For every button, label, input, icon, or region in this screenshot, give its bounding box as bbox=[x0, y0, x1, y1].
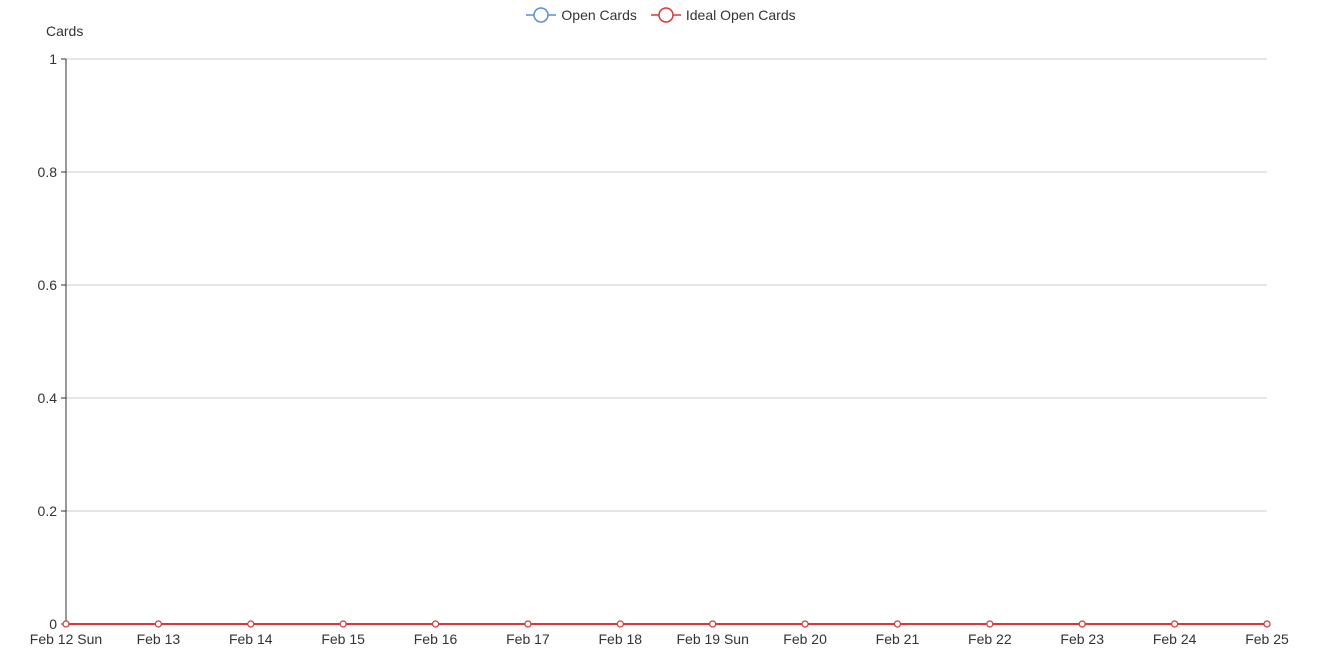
x-tick-label: Feb 16 bbox=[414, 631, 458, 647]
y-tick-label: 0 bbox=[49, 616, 57, 632]
y-tick-label: 0.8 bbox=[38, 164, 58, 180]
x-tick-label: Feb 25 bbox=[1245, 631, 1289, 647]
chart-legend: Open Cards Ideal Open Cards bbox=[0, 5, 1322, 25]
x-tick-label: Feb 23 bbox=[1060, 631, 1104, 647]
legend-item-ideal-open-cards[interactable]: Ideal Open Cards bbox=[650, 5, 796, 25]
y-tick-label: 1 bbox=[49, 51, 57, 67]
data-point-ideal-open-cards[interactable] bbox=[154, 620, 162, 628]
legend-swatch-ideal-open-cards bbox=[650, 7, 681, 23]
x-tick-label: Feb 14 bbox=[229, 631, 273, 647]
x-tick-label: Feb 19 Sun bbox=[676, 631, 748, 647]
x-tick-label: Feb 24 bbox=[1153, 631, 1197, 647]
data-point-ideal-open-cards[interactable] bbox=[339, 620, 347, 628]
data-point-ideal-open-cards[interactable] bbox=[616, 620, 624, 628]
y-tick-label: 0.4 bbox=[38, 390, 58, 406]
data-point-ideal-open-cards[interactable] bbox=[986, 620, 994, 628]
y-tick-label: 0.2 bbox=[38, 503, 58, 519]
data-point-ideal-open-cards[interactable] bbox=[893, 620, 902, 628]
series-layer bbox=[62, 620, 1271, 628]
x-tick-label: Feb 21 bbox=[876, 631, 920, 647]
data-point-ideal-open-cards[interactable] bbox=[1171, 620, 1179, 628]
data-point-ideal-open-cards[interactable] bbox=[1263, 620, 1271, 628]
y-axis-title: Cards bbox=[46, 23, 83, 39]
x-tick-label: Feb 17 bbox=[506, 631, 550, 647]
y-tick-label: 0.6 bbox=[38, 277, 58, 293]
data-point-ideal-open-cards[interactable] bbox=[1078, 620, 1086, 628]
data-point-ideal-open-cards[interactable] bbox=[801, 620, 809, 628]
legend-label-open-cards: Open Cards bbox=[561, 7, 637, 23]
data-point-ideal-open-cards[interactable] bbox=[524, 620, 532, 628]
legend-swatch-open-cards bbox=[526, 7, 557, 23]
x-tick-label: Feb 22 bbox=[968, 631, 1012, 647]
legend-label-ideal-open-cards: Ideal Open Cards bbox=[685, 7, 796, 23]
data-point-ideal-open-cards[interactable] bbox=[62, 620, 70, 628]
x-tick-label: Feb 20 bbox=[783, 631, 827, 647]
legend-item-open-cards[interactable]: Open Cards bbox=[526, 5, 637, 25]
x-tick-label: Feb 13 bbox=[137, 631, 181, 647]
x-tick-label: Feb 12 Sun bbox=[30, 631, 102, 647]
axes: 0 0.2 0.4 0.6 0.8 1 Feb 12 Sun Feb 13 Feb 14 Feb … bbox=[30, 51, 1289, 647]
data-point-ideal-open-cards[interactable] bbox=[709, 620, 717, 628]
grid-lines bbox=[66, 58, 1267, 512]
data-point-ideal-open-cards[interactable] bbox=[431, 620, 440, 628]
data-point-ideal-open-cards[interactable] bbox=[247, 620, 255, 628]
x-tick-label: Feb 15 bbox=[321, 631, 365, 647]
x-tick-label: Feb 18 bbox=[599, 631, 643, 647]
